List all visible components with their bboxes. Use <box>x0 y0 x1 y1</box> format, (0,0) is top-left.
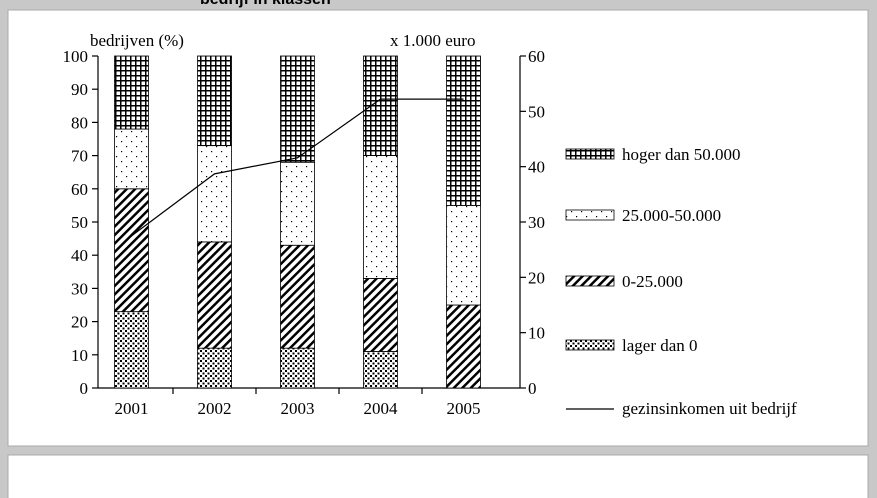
y-tick-label: 50 <box>71 213 88 232</box>
chart-title: bedrijf in klassen <box>200 0 331 8</box>
x-tick-label: 2005 <box>447 399 481 418</box>
y-tick-label: 40 <box>71 246 88 265</box>
bar-segment <box>114 128 149 190</box>
y2-tick-label: 0 <box>528 379 537 398</box>
legend-label: lager dan 0 <box>622 336 698 355</box>
y2-tick-label: 30 <box>528 213 545 232</box>
bar-segment <box>197 145 232 243</box>
y2-tick-label: 40 <box>528 158 545 177</box>
bar-segment <box>280 244 315 349</box>
legend-label: gezinsinkomen uit bedrijf <box>622 399 797 418</box>
y2-axis-label: x 1.000 euro <box>390 31 475 50</box>
bar-segment <box>197 241 232 349</box>
x-tick-label: 2002 <box>198 399 232 418</box>
legend-swatch <box>565 339 615 351</box>
y-tick-label: 70 <box>71 147 88 166</box>
bar-segment <box>114 311 149 389</box>
y-tick-label: 100 <box>63 47 89 66</box>
y2-tick-label: 20 <box>528 268 545 287</box>
x-tick-label: 2003 <box>281 399 315 418</box>
bar-segment <box>197 55 232 147</box>
legend-label: 25.000-50.000 <box>622 206 721 225</box>
bar-segment <box>280 347 315 389</box>
y-axis-label: bedrijven (%) <box>90 31 184 50</box>
bar-segment <box>446 55 481 206</box>
legend-swatch <box>565 275 615 287</box>
y-tick-label: 10 <box>71 346 88 365</box>
y-tick-label: 20 <box>71 313 88 332</box>
lower-panel <box>7 454 869 498</box>
bar-segment <box>363 55 398 156</box>
legend-swatch <box>565 209 615 221</box>
y2-tick-label: 60 <box>528 47 545 66</box>
legend-label: hoger dan 50.000 <box>622 145 741 164</box>
y-tick-label: 90 <box>71 80 88 99</box>
x-tick-label: 2004 <box>364 399 399 418</box>
panel <box>7 9 869 447</box>
y-tick-label: 30 <box>71 279 88 298</box>
bar-segment <box>114 55 149 130</box>
bar-segment <box>446 304 481 389</box>
bar-segment <box>363 351 398 389</box>
line-series <box>131 98 464 237</box>
y2-tick-label: 10 <box>528 324 545 343</box>
bar-segment <box>280 161 315 246</box>
y-tick-label: 60 <box>71 180 88 199</box>
legend-swatch <box>565 148 615 160</box>
y-tick-label: 0 <box>80 379 89 398</box>
bar-segment <box>280 55 315 163</box>
y-tick-label: 80 <box>71 113 88 132</box>
bar-segment <box>363 278 398 352</box>
y2-tick-label: 50 <box>528 102 545 121</box>
bar-segment <box>114 188 149 313</box>
bar-segment <box>446 204 481 306</box>
bar-segment <box>363 155 398 279</box>
x-tick-label: 2001 <box>115 399 149 418</box>
bar-segment <box>197 347 232 389</box>
legend-label: 0-25.000 <box>622 272 683 291</box>
